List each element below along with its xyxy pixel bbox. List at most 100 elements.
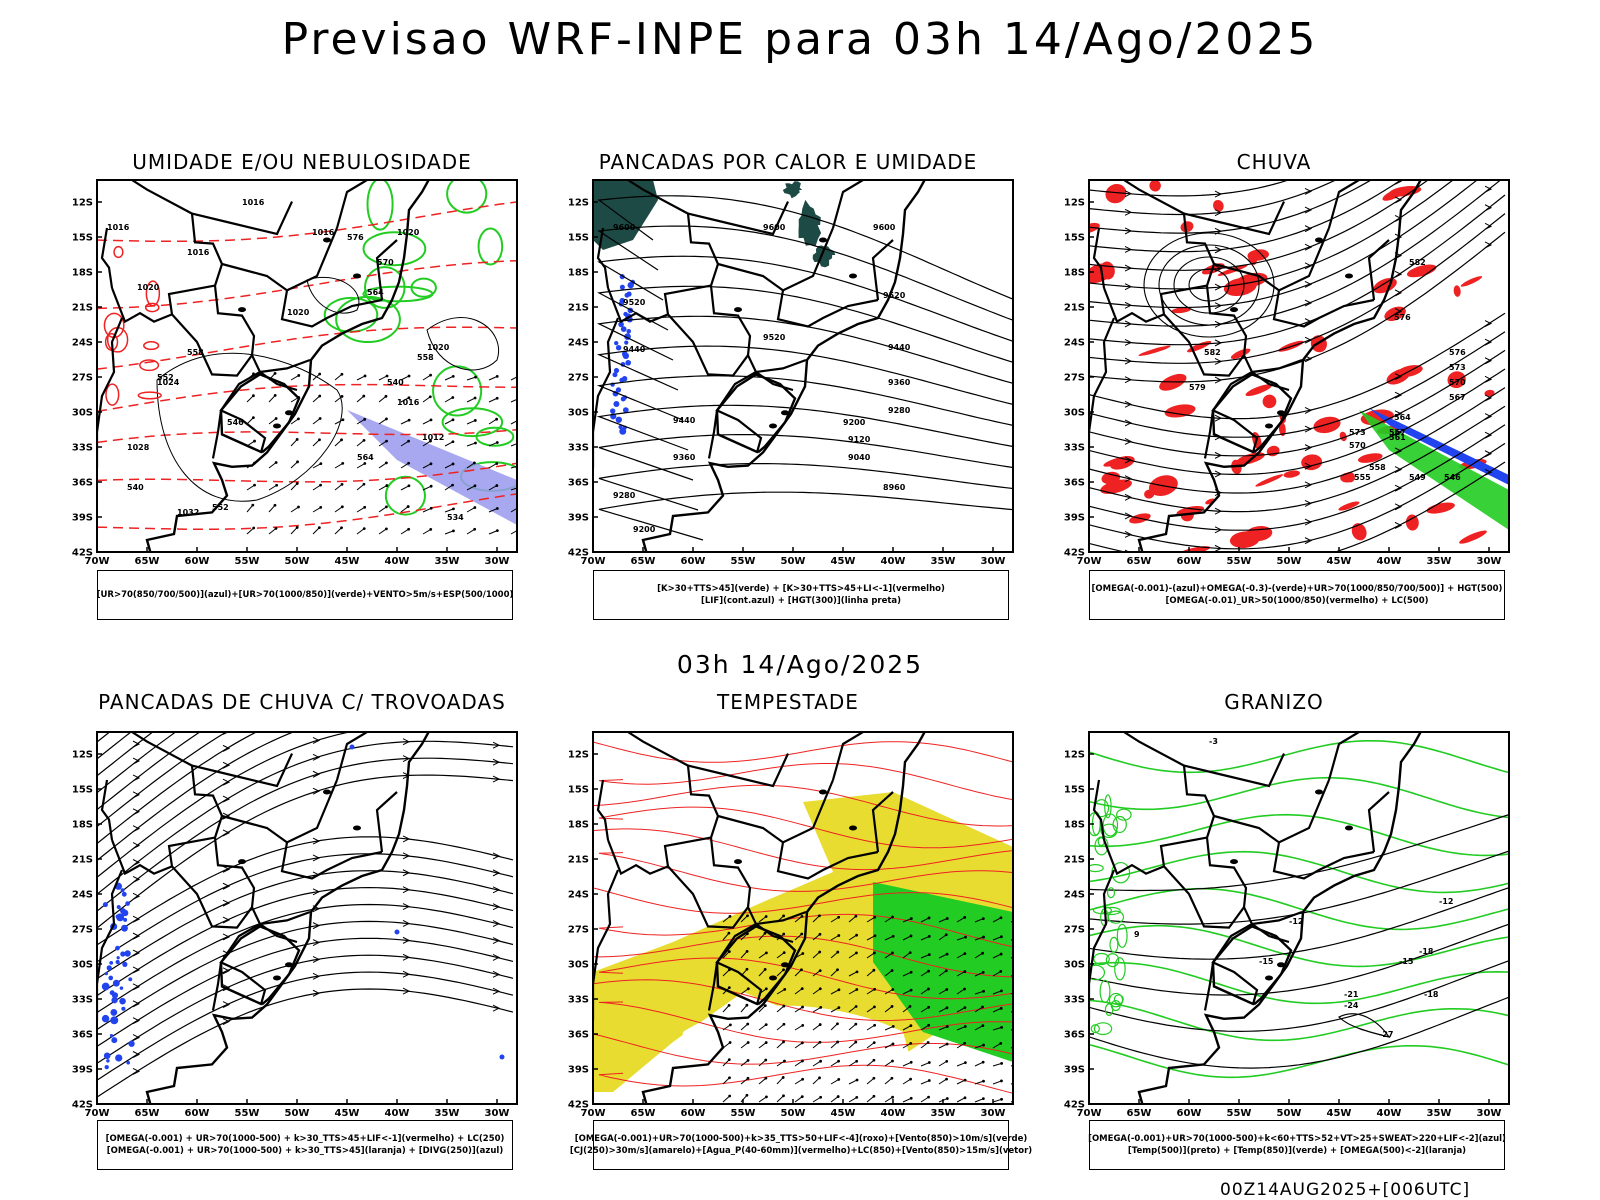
contour-label: 9440 [673, 416, 696, 425]
lat-tick-label: 42S [1064, 548, 1085, 559]
lon-tick-label: 40W [881, 556, 906, 567]
lon-tick-label: 55W [1227, 556, 1252, 567]
contour-label: 549 [1409, 473, 1426, 482]
lat-tick-label: 24S [72, 890, 93, 901]
map-geography [97, 732, 431, 1104]
map-geography [97, 180, 431, 552]
lat-tick-label: 12S [1064, 198, 1085, 209]
lat-tick-label: 15S [1064, 785, 1085, 796]
lon-tick-label: 45W [831, 556, 856, 567]
contour-label: -21 [1344, 990, 1359, 999]
contour-label: 1028 [127, 443, 150, 452]
contour-label: -24 [1344, 1001, 1359, 1010]
contour-label: 567 [1389, 428, 1406, 437]
lat-tick-label: 27S [72, 925, 93, 936]
lat-tick-label: 18S [1064, 820, 1085, 831]
lon-tick-label: 60W [1177, 1108, 1202, 1119]
legend-tempestade: [OMEGA(-0.001)+UR>70(1000-500)+k>35_TTS>… [570, 1120, 1032, 1170]
contour-label: 576 [1394, 313, 1411, 322]
legend-line: [UR>70(850/700/500)](azul)+[UR>70(1000/8… [96, 590, 514, 600]
contour-label: 9280 [888, 406, 911, 415]
lat-tick-label: 33S [72, 443, 93, 454]
lon-tick-label: 55W [235, 1108, 260, 1119]
contour-label: 552 [212, 503, 229, 512]
lon-tick-label: 65W [1127, 1108, 1152, 1119]
lon-tick-label: 35W [1427, 556, 1452, 567]
lat-tick-label: 21S [72, 855, 93, 866]
lat-tick-label: 30S [1064, 408, 1085, 419]
contour-label: -12 [1439, 897, 1453, 906]
lat-tick-label: 36S [568, 1030, 589, 1041]
lat-tick-label: 12S [72, 198, 93, 209]
contour-label: 9520 [623, 298, 646, 307]
contour-label: 582 [1409, 258, 1426, 267]
map-panel-chuva: 582 582 579 576 573 570 567 576 573 570 567 564 561 5… [1064, 179, 1510, 567]
lat-tick-label: 39S [568, 1065, 589, 1076]
contour-label: 9600 [613, 223, 636, 232]
panel-title-pancadas-calor: PANCADAS POR CALOR E UMIDADE [598, 150, 978, 174]
lat-tick-label: 21S [1064, 303, 1085, 314]
map-panel-granizo: -12 -12 -15 -15 -18 -18 -21 -24 -27 9 -3 12S 15S 18S 2… [1064, 731, 1510, 1119]
contour-label: 582 [1204, 348, 1221, 357]
contour-label: 564 [357, 453, 374, 462]
lat-tick-label: 15S [72, 785, 93, 796]
lon-tick-label: 30W [485, 556, 510, 567]
lon-tick-label: 50W [1277, 1108, 1302, 1119]
lat-tick-label: 27S [1064, 373, 1085, 384]
lat-tick-label: 15S [1064, 233, 1085, 244]
lon-tick-label: 30W [981, 556, 1006, 567]
legend-line: [OMEGA(-0.001)+UR>70(1000-500)+k>35_TTS>… [574, 1134, 1028, 1144]
contour-label: 573 [1349, 428, 1366, 437]
lon-tick-label: 60W [1177, 556, 1202, 567]
lat-tick-label: 27S [568, 373, 589, 384]
lat-tick-label: 15S [568, 785, 589, 796]
lat-tick-label: 21S [568, 855, 589, 866]
lat-tick-label: 12S [568, 198, 589, 209]
lat-tick-label: 36S [1064, 478, 1085, 489]
lon-tick-label: 35W [435, 556, 460, 567]
lon-tick-label: 40W [881, 1108, 906, 1119]
contour-label: 576 [347, 233, 364, 242]
lon-tick-label: 50W [285, 556, 310, 567]
lon-tick-label: 40W [1377, 1108, 1402, 1119]
legend-line: [CJ(250)>30m/s](amarelo)+[Agua_P(40-60mm… [569, 1146, 1033, 1156]
contour-label: 1020 [287, 308, 310, 317]
lon-tick-label: 50W [781, 556, 806, 567]
map-field-layer: 9600 9600 9600 9520 9520 9520 9440 9440 9440 9360… [593, 180, 1013, 541]
map-field-layer: 1016 1016 1016 1016 1020 1020 1020 1024 1028 1032… [97, 180, 517, 535]
lon-tick-label: 55W [731, 556, 756, 567]
lat-tick-label: 24S [72, 338, 93, 349]
lat-tick-label: 15S [72, 233, 93, 244]
lon-tick-label: 50W [1277, 556, 1302, 567]
contour-label: 9440 [623, 345, 646, 354]
lat-tick-label: 27S [72, 373, 93, 384]
lat-tick-label: 42S [1064, 1100, 1085, 1111]
lat-tick-label: 24S [1064, 338, 1085, 349]
legend-granizo: [OMEGA(-0.001)+UR>70(1000-500)+k<60+TTS>… [1088, 1120, 1506, 1170]
contour-label: 1016 [242, 198, 265, 207]
map-geography [593, 732, 927, 1104]
lon-tick-label: 30W [981, 1108, 1006, 1119]
lon-tick-label: 35W [931, 1108, 956, 1119]
lat-tick-label: 33S [568, 443, 589, 454]
contour-label: -3 [1209, 737, 1218, 746]
legend-umidade: [UR>70(850/700/500)](azul)+[UR>70(1000/8… [97, 570, 513, 620]
contour-label: 564 [1394, 413, 1411, 422]
lon-tick-label: 70W [85, 1108, 110, 1119]
contour-label: 570 [1449, 378, 1466, 387]
lon-tick-label: 35W [1427, 1108, 1452, 1119]
contour-label: 1016 [312, 228, 335, 237]
lat-tick-label: 12S [568, 750, 589, 761]
panel-title-chuva: CHUVA [1236, 150, 1312, 174]
lon-tick-label: 70W [85, 556, 110, 567]
lon-tick-label: 45W [335, 1108, 360, 1119]
contour-label: 9040 [848, 453, 871, 462]
lon-tick-label: 40W [385, 1108, 410, 1119]
lat-tick-label: 42S [568, 1100, 589, 1111]
lon-tick-label: 55W [731, 1108, 756, 1119]
lat-tick-label: 18S [568, 820, 589, 831]
legend-pancadas-calor: [K>30+TTS>45](verde) + [K>30+TTS>45+LI<-… [593, 570, 1009, 620]
contour-label: 1020 [137, 283, 160, 292]
